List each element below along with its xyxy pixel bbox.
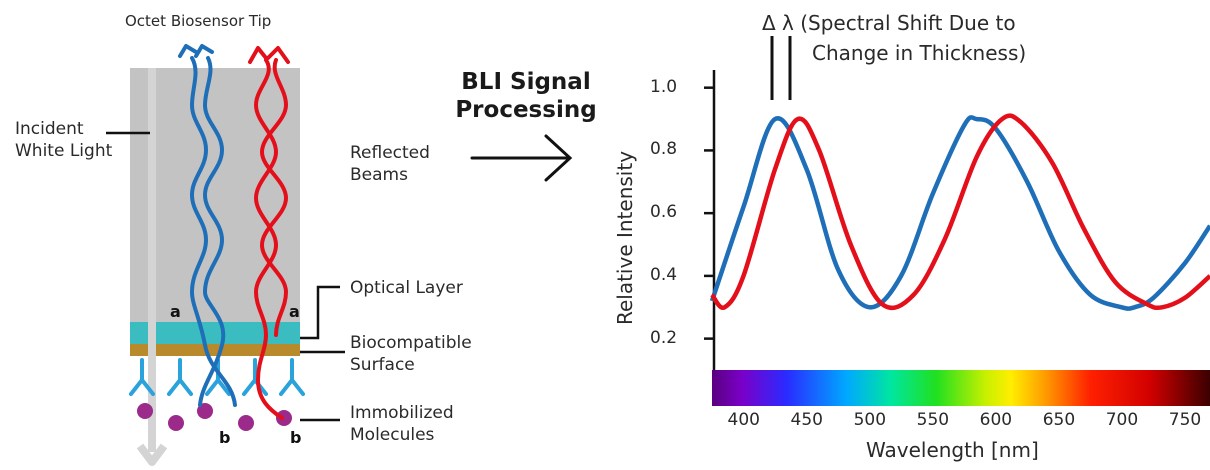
reflected-beams-blue: [178, 44, 237, 407]
series-line-red: [710, 113, 1210, 311]
x-tick-label: 450: [790, 410, 823, 430]
optical-layer-band: [130, 322, 300, 344]
label-b-right: b: [290, 428, 302, 447]
y-tick-label: 0.6: [650, 202, 678, 223]
y-tick-marks: [704, 86, 714, 340]
biocompatible-surface-label: Biocompatible Surface: [350, 332, 472, 376]
antibody-group: [129, 358, 305, 396]
series-layer: [709, 113, 1210, 311]
processing-arrow: [470, 134, 573, 182]
reflected-beams-line2: Beams: [350, 165, 408, 185]
x-tick-label: 700: [1105, 410, 1139, 430]
y-tick-label: 0.8: [650, 139, 678, 160]
bli-processing-title: BLI Signal Processing: [440, 68, 612, 124]
biosensor-tip-body: [130, 68, 300, 323]
bli-processing-line2: Processing: [455, 97, 597, 123]
label-a-right: a: [289, 302, 300, 321]
incident-light-beam: [136, 68, 168, 466]
biocompatible-line1: Biocompatible: [350, 333, 472, 353]
label-b-left: b: [219, 428, 231, 447]
bli-processing-line1: BLI Signal: [461, 69, 591, 95]
x-tick-label: 750: [1168, 410, 1202, 430]
y-tick-label: 1.0: [650, 76, 678, 97]
reflected-beams-red: [248, 46, 290, 420]
optical-layer-label: Optical Layer: [350, 278, 463, 298]
label-a-left: a: [170, 302, 181, 321]
x-axis-title: Wavelength [nm]: [866, 438, 1039, 462]
x-tick-label: 500: [853, 410, 887, 430]
series-line-blue: [709, 115, 1210, 311]
x-tick-label: 550: [916, 410, 950, 430]
immobilized-line2: Molecules: [350, 425, 435, 445]
visible-spectrum-bar: [712, 370, 1210, 406]
annotation-line1: Δ λ (Spectral Shift Due to: [762, 11, 1016, 35]
x-tick-label: 600: [979, 410, 1013, 430]
incident-light-label: Incident White Light: [15, 118, 112, 162]
biocompatible-line2: Surface: [350, 355, 415, 375]
annotation-line2: Change in Thickness): [812, 41, 1027, 65]
tip-title: Octet Biosensor Tip: [125, 12, 272, 30]
leader-lines: [106, 131, 345, 422]
immobilized-line1: Immobilized: [350, 403, 454, 423]
immobilized-molecules-label: Immobilized Molecules: [350, 402, 454, 446]
reflected-beams-line1: Reflected: [350, 143, 430, 163]
x-tick-label: 400: [727, 410, 760, 430]
x-tick-label: 650: [1042, 410, 1076, 430]
incident-light-line2: White Light: [15, 141, 113, 161]
y-tick-label: 0.4: [650, 264, 678, 285]
biocompatible-surface-band: [130, 344, 300, 356]
reflected-beams-label: Reflected Beams: [350, 142, 430, 186]
delta-lambda-annotation: Δ λ (Spectral Shift Due to Change in Thi…: [762, 8, 1026, 68]
delta-lambda-markers: [770, 36, 792, 100]
y-axis-title: Relative Intensity: [613, 150, 637, 326]
y-tick-label: 0.2: [650, 327, 678, 348]
incident-light-line1: Incident: [15, 119, 84, 139]
